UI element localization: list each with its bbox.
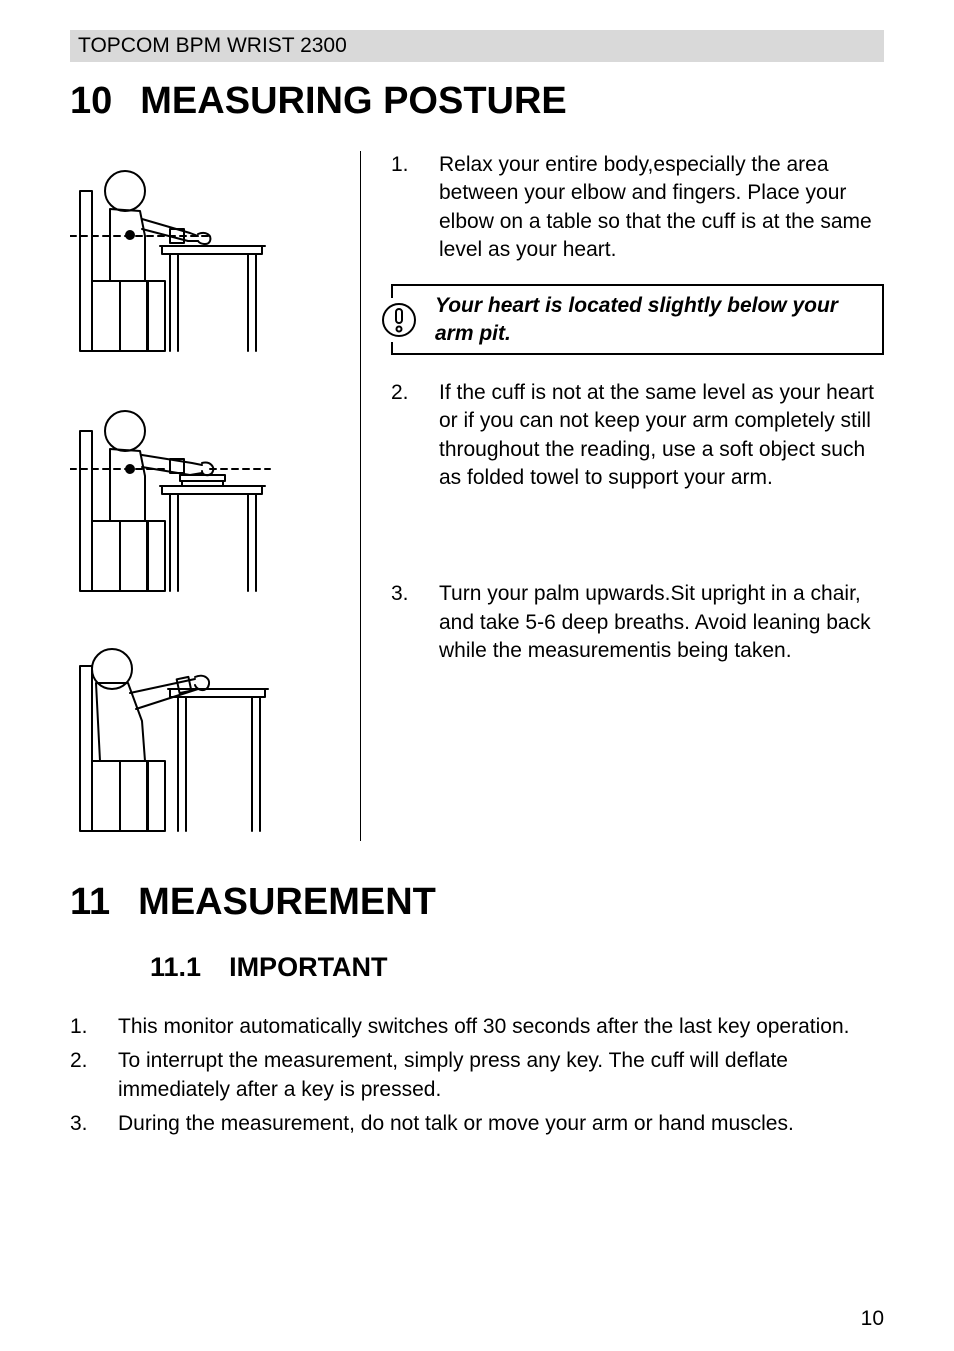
section-11-1-heading: 11.1 IMPORTANT xyxy=(150,952,884,983)
step-1: 1. Relax your entire body,especially the… xyxy=(391,151,884,264)
section-title: MEASURING POSTURE xyxy=(140,80,566,123)
note-text: Your heart is located slightly below you… xyxy=(435,292,868,347)
step-number: 1. xyxy=(391,151,413,264)
step-2: 2. If the cuff is not at the same level … xyxy=(391,379,884,492)
attention-icon xyxy=(375,298,423,342)
section-number: 11 xyxy=(70,881,110,924)
item-number: 3. xyxy=(70,1110,92,1138)
step-text: Turn your palm upwards.Sit upright in a … xyxy=(439,580,884,665)
subsection-number: 11.1 xyxy=(150,952,201,983)
step-number: 3. xyxy=(391,580,413,665)
spacing xyxy=(391,510,884,580)
vertical-divider xyxy=(360,151,361,841)
item-text: During the measurement, do not talk or m… xyxy=(118,1110,794,1138)
section-11-heading: 11 MEASUREMENT xyxy=(70,881,884,924)
posture-figure-1 xyxy=(70,151,290,361)
subsection-title: IMPORTANT xyxy=(229,952,387,983)
list-item: 3. During the measurement, do not talk o… xyxy=(70,1110,884,1138)
section-10-heading: 10 MEASURING POSTURE xyxy=(70,80,884,123)
item-text: To interrupt the measurement, simply pre… xyxy=(118,1047,884,1104)
figure-column xyxy=(70,151,360,841)
posture-figure-3 xyxy=(70,631,290,841)
step-text: If the cuff is not at the same level as … xyxy=(439,379,884,492)
page-number: 10 xyxy=(861,1307,884,1331)
item-text: This monitor automatically switches off … xyxy=(118,1013,849,1041)
list-item: 1. This monitor automatically switches o… xyxy=(70,1013,884,1041)
step-text: Relax your entire body,especially the ar… xyxy=(439,151,884,264)
section-10-body: 1. Relax your entire body,especially the… xyxy=(70,151,884,841)
item-number: 2. xyxy=(70,1047,92,1104)
section-number: 10 xyxy=(70,80,112,123)
step-number: 2. xyxy=(391,379,413,492)
note-box: Your heart is located slightly below you… xyxy=(391,284,884,355)
section-11-list: 1. This monitor automatically switches o… xyxy=(70,1013,884,1138)
header-band: TOPCOM BPM WRIST 2300 xyxy=(70,30,884,62)
posture-figure-2 xyxy=(70,391,290,601)
step-3: 3. Turn your palm upwards.Sit upright in… xyxy=(391,580,884,665)
section-title: MEASUREMENT xyxy=(138,881,436,924)
list-item: 2. To interrupt the measurement, simply … xyxy=(70,1047,884,1104)
item-number: 1. xyxy=(70,1013,92,1041)
text-column: 1. Relax your entire body,especially the… xyxy=(391,151,884,841)
product-name: TOPCOM BPM WRIST 2300 xyxy=(78,34,347,57)
